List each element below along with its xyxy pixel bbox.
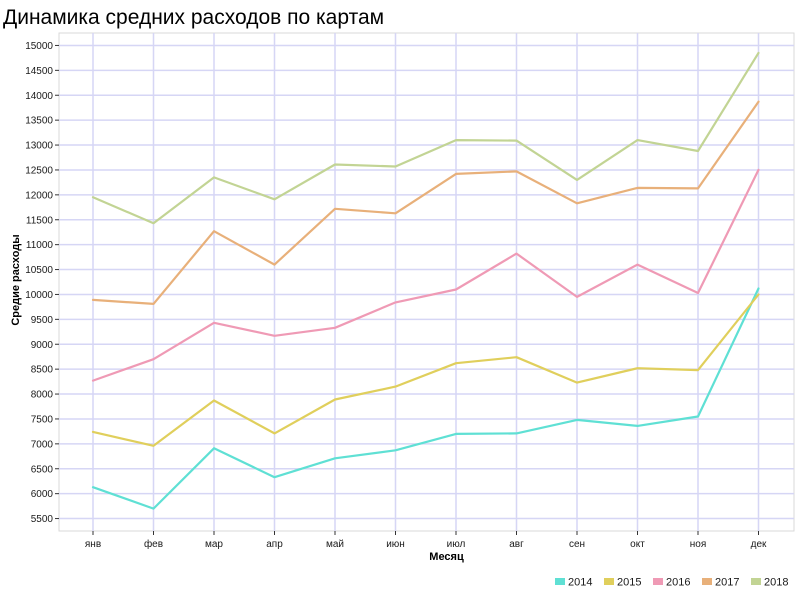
series-line-2017 (91, 100, 760, 305)
x-tick-label: июл (447, 539, 466, 550)
y-tick-label: 12000 (25, 190, 53, 201)
y-tick-label: 8500 (31, 365, 54, 376)
y-tick-label: 5500 (31, 514, 54, 525)
legend-item-2018: 2018 (751, 577, 788, 589)
y-tick-label: 10000 (25, 290, 53, 301)
x-axis-ticks: янв фев мар апр май июн июл авг сен окт ноя дек (85, 531, 767, 550)
legend-label: 2016 (666, 577, 690, 589)
series-line-2018 (91, 51, 760, 225)
chart-title: Динамика средних расходов по картам (3, 6, 384, 29)
x-axis-title: Месяц (429, 551, 464, 563)
legend-item-2016: 2016 (653, 577, 690, 589)
x-tick-label: фев (144, 538, 163, 550)
series-lines (91, 51, 760, 510)
legend-label: 2015 (617, 577, 641, 589)
legend-item-2015: 2015 (604, 577, 641, 589)
y-tick-label: 14000 (25, 91, 53, 102)
x-tick-label: окт (630, 539, 645, 550)
x-tick-label: янв (85, 539, 101, 550)
y-tick-label: 8000 (31, 390, 54, 401)
y-tick-label: 9500 (31, 315, 54, 326)
y-tick-label: 6500 (31, 464, 54, 475)
x-tick-label: май (326, 539, 344, 550)
y-tick-label: 7000 (31, 439, 54, 450)
series-line-2016 (91, 168, 760, 382)
legend-item-2017: 2017 (702, 577, 739, 589)
x-tick-label: дек (751, 539, 767, 550)
x-tick-label: апр (266, 539, 283, 550)
y-tick-label: 9000 (31, 340, 54, 351)
legend-label: 2014 (568, 577, 592, 589)
legend-swatch (751, 578, 761, 585)
y-tick-label: 7500 (31, 414, 54, 425)
x-tick-label: мар (205, 539, 223, 550)
y-tick-label: 12500 (25, 165, 53, 176)
y-tick-label: 15000 (25, 41, 53, 52)
legend-swatch (555, 578, 565, 585)
y-tick-label: 13000 (25, 141, 53, 152)
legend-swatch (702, 578, 712, 585)
y-axis-ticks: 5500 6000 6500 7000 7500 8000 8500 9000 9500 1000… (25, 41, 59, 525)
y-tick-label: 13500 (25, 116, 53, 127)
series-line-2014 (91, 287, 760, 510)
plot-area (58, 32, 795, 532)
y-axis-title: Средие расходы (10, 234, 22, 325)
x-tick-label: авг (509, 539, 524, 550)
legend-swatch (604, 578, 614, 585)
x-tick-label: сен (569, 539, 585, 550)
y-tick-label: 11500 (26, 215, 54, 226)
legend-item-2014: 2014 (555, 577, 592, 589)
legend-label: 2018 (764, 577, 788, 589)
x-tick-label: июн (386, 539, 405, 550)
y-tick-label: 11000 (26, 240, 54, 251)
legend-label: 2017 (715, 577, 739, 589)
x-tick-label: ноя (690, 539, 707, 550)
series-line-2015 (91, 293, 760, 447)
legend-swatch (653, 578, 663, 585)
legend: 2014 2015 2016 2017 2018 (555, 577, 788, 589)
y-tick-label: 14500 (25, 66, 53, 77)
y-tick-label: 6000 (31, 489, 54, 500)
y-tick-label: 10500 (25, 265, 53, 276)
